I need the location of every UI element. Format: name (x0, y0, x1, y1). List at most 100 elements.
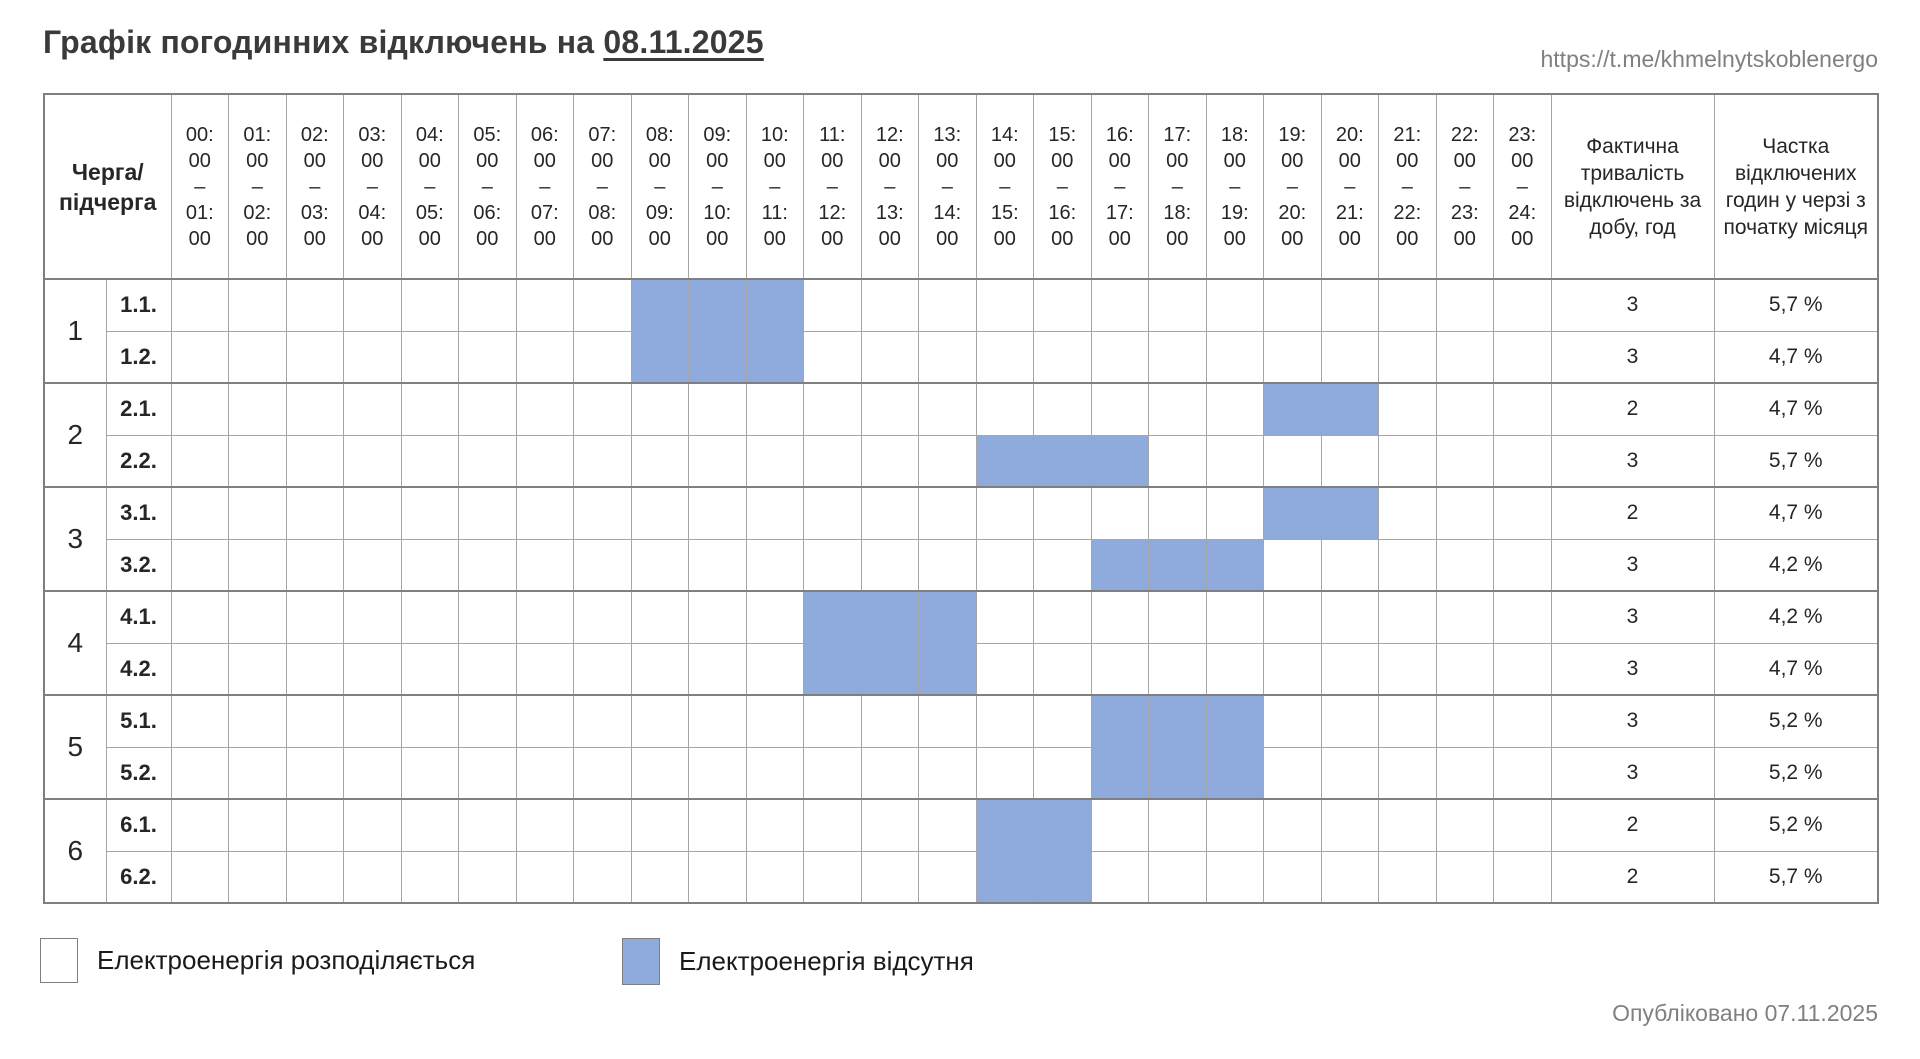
power-cell-6.1-h18 (1205, 798, 1265, 852)
power-cell-4.2-h4 (400, 642, 460, 696)
duration-value-cell: 2 (1550, 486, 1715, 540)
power-cell-5.1-h15 (1033, 694, 1092, 748)
power-cell-3.1-h16 (1090, 486, 1150, 540)
power-cell-4.1-h17 (1148, 590, 1207, 644)
power-cell-3.1-h18 (1205, 486, 1265, 540)
power-cell-4.1-h5 (458, 590, 517, 644)
power-cell-1.2-h17 (1148, 330, 1207, 384)
power-cell-1.1-h15 (1033, 278, 1092, 332)
power-cell-6.1-h9 (688, 798, 747, 852)
outage-cell-6.1-h15 (1033, 798, 1092, 852)
power-cell-4.2-h17 (1148, 642, 1207, 696)
power-cell-3.2-h19 (1263, 538, 1322, 592)
power-cell-6.1-h2 (285, 798, 345, 852)
subqueue-label-cell: 6.1. (105, 798, 172, 852)
power-cell-2.2-h5 (458, 434, 517, 488)
power-cell-5.2-h10 (745, 746, 805, 800)
power-cell-3.1-h6 (515, 486, 575, 540)
power-cell-6.1-h21 (1378, 798, 1437, 852)
power-cell-6.2-h2 (285, 850, 345, 904)
power-cell-5.1-h8 (630, 694, 690, 748)
power-cell-5.1-h21 (1378, 694, 1437, 748)
power-cell-5.2-h8 (630, 746, 690, 800)
power-cell-4.2-h18 (1205, 642, 1265, 696)
power-cell-1.1-h7 (573, 278, 632, 332)
legend-item-power-distributed: Електроенергія розподіляється (40, 938, 475, 983)
outage-cell-4.2-h13 (918, 642, 977, 696)
power-cell-3.1-h15 (1033, 486, 1092, 540)
power-cell-2.2-h17 (1148, 434, 1207, 488)
power-cell-5.1-h3 (343, 694, 402, 748)
schedule-table-head: Черга/ підчерга 00: 00 – 01: 00 01: 00 – 0… (43, 93, 1879, 280)
power-cell-3.2-h23 (1493, 538, 1552, 592)
outage-cell-1.2-h9 (688, 330, 747, 384)
time-col-header-1800: 18: 00 – 19: 00 (1205, 93, 1265, 280)
power-cell-4.1-h0 (170, 590, 230, 644)
power-cell-4.2-h23 (1493, 642, 1552, 696)
power-cell-1.1-h23 (1493, 278, 1552, 332)
power-cell-2.1-h12 (860, 382, 920, 436)
power-cell-4.1-h18 (1205, 590, 1265, 644)
schedule-row-2.2: 2.2. 3 5,7 % (44, 434, 1879, 488)
power-cell-3.2-h4 (400, 538, 460, 592)
power-cell-4.1-h4 (400, 590, 460, 644)
power-cell-4.1-h2 (285, 590, 345, 644)
power-cell-1.1-h4 (400, 278, 460, 332)
power-cell-3.2-h13 (918, 538, 977, 592)
power-cell-4.2-h10 (745, 642, 805, 696)
power-cell-2.1-h13 (918, 382, 977, 436)
power-cell-4.2-h20 (1320, 642, 1380, 696)
duration-value-cell: 3 (1550, 434, 1715, 488)
power-cell-1.1-h20 (1320, 278, 1380, 332)
outage-cell-1.1-h10 (745, 278, 805, 332)
duration-value-cell: 3 (1550, 278, 1715, 332)
share-value-cell: 5,2 % (1713, 798, 1879, 852)
power-cell-4.2-h1 (228, 642, 287, 696)
power-cell-1.1-h12 (860, 278, 920, 332)
power-cell-5.2-h2 (285, 746, 345, 800)
share-col-header: Частка відключених годин у черзі з почат… (1713, 93, 1879, 280)
power-cell-2.1-h15 (1033, 382, 1092, 436)
power-cell-4.2-h16 (1090, 642, 1150, 696)
power-cell-6.2-h23 (1493, 850, 1552, 904)
power-cell-1.2-h19 (1263, 330, 1322, 384)
power-cell-4.1-h21 (1378, 590, 1437, 644)
power-cell-1.1-h1 (228, 278, 287, 332)
power-cell-4.1-h8 (630, 590, 690, 644)
power-cell-2.1-h6 (515, 382, 575, 436)
power-cell-2.2-h1 (228, 434, 287, 488)
outage-cell-4.1-h13 (918, 590, 977, 644)
power-cell-4.1-h1 (228, 590, 287, 644)
power-cell-4.1-h16 (1090, 590, 1150, 644)
time-col-header-0800: 08: 00 – 09: 00 (630, 93, 690, 280)
outage-cell-4.1-h11 (803, 590, 862, 644)
group-number-cell: 1 (43, 278, 107, 384)
time-col-header-1200: 12: 00 – 13: 00 (860, 93, 920, 280)
power-cell-5.2-h6 (515, 746, 575, 800)
power-cell-4.2-h9 (688, 642, 747, 696)
time-col-header-0200: 02: 00 – 03: 00 (285, 93, 345, 280)
power-cell-6.1-h16 (1090, 798, 1150, 852)
power-cell-5.1-h5 (458, 694, 517, 748)
power-cell-5.1-h23 (1493, 694, 1552, 748)
power-cell-4.1-h15 (1033, 590, 1092, 644)
power-cell-5.1-h1 (228, 694, 287, 748)
power-cell-6.1-h10 (745, 798, 805, 852)
power-cell-1.2-h13 (918, 330, 977, 384)
power-cell-1.1-h13 (918, 278, 977, 332)
schedule-date: 08.11.2025 (603, 24, 764, 60)
power-cell-3.1-h11 (803, 486, 862, 540)
power-cell-1.2-h5 (458, 330, 517, 384)
legend-label-power-absent: Електроенергія відсутня (679, 946, 974, 976)
power-cell-5.1-h12 (860, 694, 920, 748)
power-cell-1.1-h22 (1435, 278, 1495, 332)
power-cell-1.2-h11 (803, 330, 862, 384)
schedule-row-6.2: 6.2. 2 5,7 % (44, 850, 1879, 904)
power-cell-2.2-h10 (745, 434, 805, 488)
telegram-link[interactable]: https://t.me/khmelnytskoblenergo (1540, 46, 1879, 72)
power-cell-1.2-h3 (343, 330, 402, 384)
power-cell-5.1-h4 (400, 694, 460, 748)
power-cell-1.2-h22 (1435, 330, 1495, 384)
power-cell-5.1-h0 (170, 694, 230, 748)
power-cell-3.2-h9 (688, 538, 747, 592)
